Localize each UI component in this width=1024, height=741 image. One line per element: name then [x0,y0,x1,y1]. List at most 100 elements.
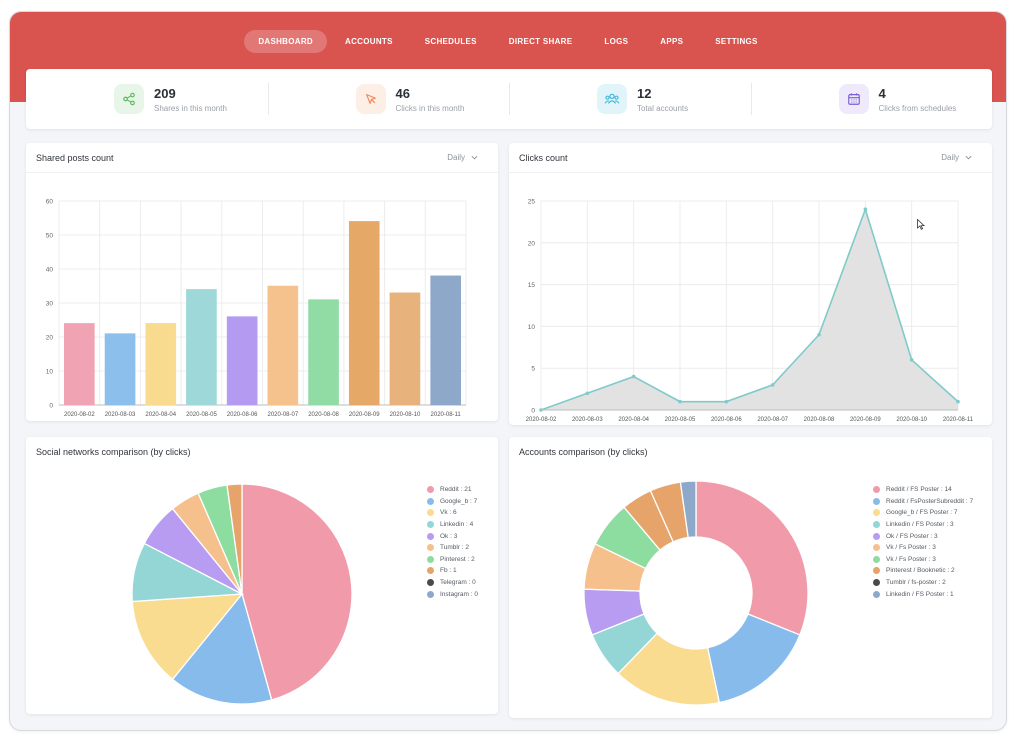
mouse-pointer-icon [917,219,925,230]
bar [267,285,299,406]
x-tick-label: 2020-08-11 [943,417,974,423]
social-networks-pie-chart [131,483,353,705]
period-dropdown[interactable]: Daily [447,153,488,162]
legend-swatch [427,532,434,540]
legend-item[interactable]: Google_b : 7 [427,496,478,508]
y-tick-label: 5 [531,366,535,373]
legend-label: Pinterest / Booknetic : 2 [886,567,955,575]
stat-label: Shares in this month [154,103,227,113]
legend-item[interactable]: Tumblr : 2 [427,542,478,554]
dropdown-value: Daily [941,153,959,162]
x-tick-label: 2020-08-02 [526,417,557,423]
legend-swatch [873,532,880,540]
legend-item[interactable]: Instagram : 0 [427,588,478,600]
bar [104,333,136,406]
x-tick-label: 2020-08-08 [308,412,339,418]
nav-apps[interactable]: APPS [660,37,684,46]
legend-item[interactable]: Reddit / FsPosterSubreddit : 7 [873,496,973,508]
dropdown-value: Daily [447,153,465,162]
stat-value: 46 [395,85,410,101]
x-tick-label: 2020-08-02 [64,412,95,418]
share-icon [114,84,144,114]
clicks-count-card: Clicks count Daily 0 5 10 15 20 25 2020-08-02 2… [509,143,992,425]
nav-dashboard[interactable]: DASHBOARD [244,30,328,53]
x-tick-label: 2020-08-05 [186,412,217,418]
legend-swatch [427,544,434,552]
legend-item[interactable]: Ok / FS Poster : 3 [873,530,973,542]
legend-swatch [427,579,434,587]
legend-label: Reddit : 21 [440,486,472,494]
accounts-card: Accounts comparison (by clicks) Reddit /… [509,437,992,718]
app-window: DASHBOARD ACCOUNTS SCHEDULES DIRECT SHAR… [9,11,1007,731]
data-point [631,374,636,379]
shared-posts-card: Shared posts count Daily 0 10 20 30 40 50 60 20… [26,143,498,421]
legend-item[interactable]: Linkedin : 4 [427,519,478,531]
legend-item[interactable]: Vk / Fs Poster : 3 [873,542,973,554]
x-tick-label: 2020-08-10 [390,412,421,418]
legend-label: Linkedin / FS Poster : 1 [886,590,954,598]
card-title: Social networks comparison (by clicks) [36,447,191,457]
period-dropdown[interactable]: Daily [941,153,982,162]
nav-accounts[interactable]: ACCOUNTS [345,37,393,46]
y-tick-label: 25 [528,199,536,206]
x-tick-label: 2020-08-06 [227,412,258,418]
legend-item[interactable]: Pinterest : 2 [427,554,478,566]
legend-label: Pinterest : 2 [440,555,475,563]
clicks-area-chart: 0 5 10 15 20 25 2020-08-02 2020-08-03 2020-08-04… [526,199,974,424]
legend-item[interactable]: Ok : 3 [427,530,478,542]
x-tick-label: 2020-08-04 [145,412,176,418]
x-tick-label: 2020-08-11 [431,412,462,418]
legend-label: Google_b / FS Poster : 7 [886,509,958,517]
y-tick-label: 20 [528,240,536,247]
card-header: Clicks count Daily [509,143,992,173]
nav-logs[interactable]: LOGS [604,37,629,46]
legend-swatch [873,555,880,563]
legend-label: Instagram : 0 [440,590,478,598]
legend-swatch [873,567,880,575]
legend-label: Reddit / FsPosterSubreddit : 7 [886,497,974,505]
stat-schedules: 4 Clicks from schedules [750,69,993,129]
legend-item[interactable]: Vk / Fs Poster : 3 [873,554,973,566]
stat-value: 209 [154,85,176,101]
legend-item[interactable]: Google_b / FS Poster : 7 [873,507,973,519]
data-point [863,207,868,212]
legend-swatch [427,509,434,517]
legend-swatch [873,579,880,587]
stat-clicks: 46 Clicks in this month [267,69,510,129]
data-point [909,358,914,362]
data-point [956,399,960,404]
legend-item[interactable]: Reddit / FS Poster : 14 [873,484,973,496]
legend-swatch [427,567,434,575]
legend-item[interactable]: Tumblr / fs-poster : 2 [873,577,973,589]
legend-item[interactable]: Linkedin / FS Poster : 3 [873,519,973,531]
legend-swatch [427,555,434,563]
legend-label: Linkedin : 4 [440,521,474,529]
data-point [817,332,821,337]
nav-settings[interactable]: SETTINGS [715,37,758,46]
legend-item[interactable]: Vk : 6 [427,507,478,519]
nav-direct-share[interactable]: DIRECT SHARE [508,37,573,46]
y-tick-label: 20 [46,335,54,342]
bar [186,289,217,406]
stat-value: 12 [637,85,652,101]
legend-item[interactable]: Reddit : 21 [427,484,478,496]
legend-label: Vk / Fs Poster : 3 [886,544,936,552]
x-tick-label: 2020-08-05 [665,417,696,423]
stat-label: Total accounts [637,103,689,113]
legend-item[interactable]: Pinterest / Booknetic : 2 [873,565,973,577]
legend-label: Telegram : 0 [440,579,476,587]
legend-swatch [427,486,434,494]
y-tick-label: 10 [528,324,536,331]
y-tick-label: 30 [46,301,54,308]
nav-schedules[interactable]: SCHEDULES [424,37,477,46]
stat-shares: 209 Shares in this month [26,69,268,129]
legend-item[interactable]: Telegram : 0 [427,577,478,589]
legend-label: Linkedin / FS Poster : 3 [886,521,954,529]
x-tick-label: 2020-08-09 [349,412,380,418]
legend-label: Reddit / FS Poster : 14 [886,486,952,494]
social-networks-card: Social networks comparison (by clicks) R… [26,437,498,714]
legend-item[interactable]: Linkedin / FS Poster : 1 [873,588,973,600]
legend-item[interactable]: Fb : 1 [427,565,478,577]
series-line [540,206,959,411]
x-tick-label: 2020-08-08 [804,417,835,423]
